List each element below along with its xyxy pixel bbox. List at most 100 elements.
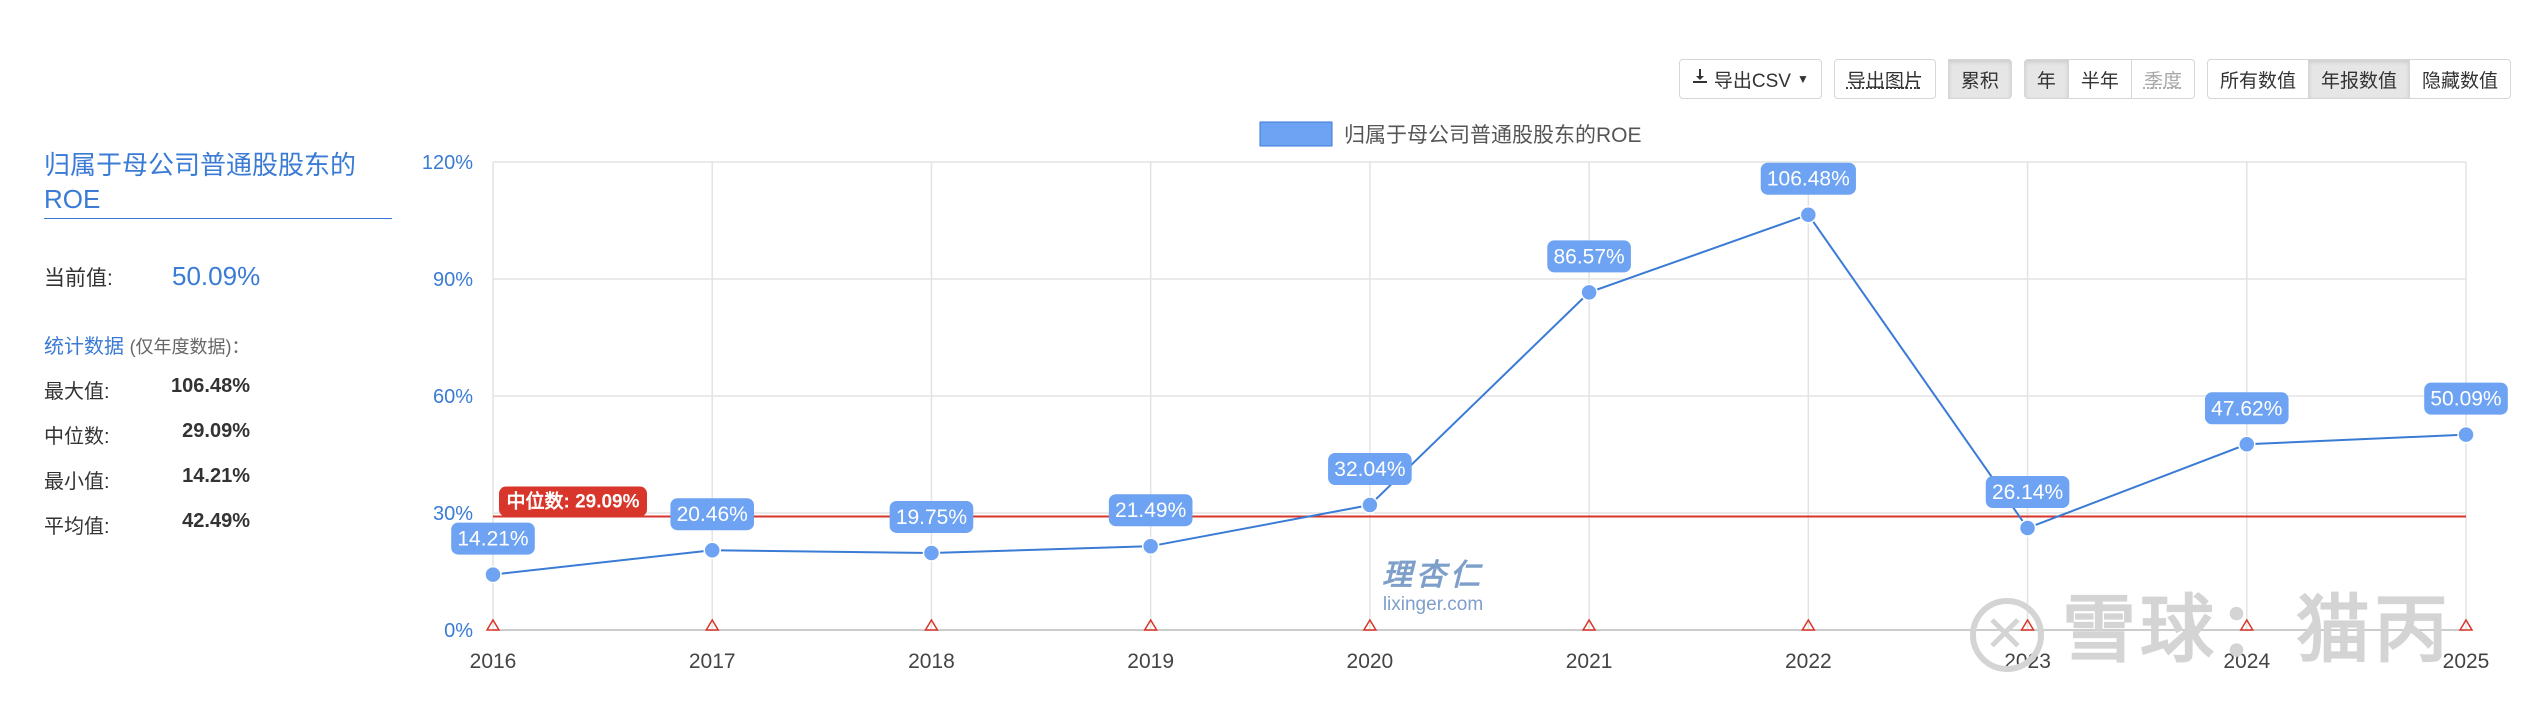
stat-median-value: 29.09% [182, 420, 250, 442]
y-tick-label: 60% [433, 386, 473, 408]
median-label: 中位数: 29.09% [506, 490, 639, 513]
data-point [2457, 425, 2475, 444]
export-image-label: 导出图片 [1846, 70, 1923, 92]
period-marker-triangle [1801, 618, 1816, 631]
data-point [1580, 283, 1598, 302]
lixinger-cn: 理杏仁 [1382, 559, 1484, 592]
values-group: 所有数值 年报数值 隐藏数值 [2206, 59, 2511, 99]
stat-median-label: 中位数: [44, 426, 110, 448]
data-point [2018, 519, 2037, 537]
stat-max: 最大值: 106.48% [44, 375, 392, 404]
data-label: 14.21% [457, 528, 528, 551]
period-group: 年 半年 季度 [2023, 59, 2195, 99]
data-label-bg [2424, 382, 2508, 415]
data-point [922, 544, 941, 562]
period-halfyear-button[interactable]: 半年 [2068, 59, 2132, 99]
data-point [1361, 496, 1379, 514]
export-csv-button[interactable]: 导出CSV ▼ [1678, 59, 1822, 99]
export-image-button[interactable]: 导出图片 [1833, 59, 1936, 99]
roe-line-chart: 0% 30% 60% 90% 120% 2016 2017 2018 2019 2020 2021 2… [422, 121, 2508, 673]
all-values-label: 所有数值 [2219, 70, 2296, 92]
metric-title[interactable]: 归属于母公司普通股股东的ROE [44, 148, 392, 219]
data-label: 19.75% [896, 506, 967, 529]
data-label: 47.62% [2211, 397, 2282, 420]
x-tick-label: 2017 [689, 650, 736, 673]
data-point [2238, 435, 2256, 454]
x-tick-label: 2020 [1347, 650, 1394, 673]
data-point [1141, 537, 1160, 555]
data-point [703, 541, 721, 559]
lixinger-watermark: 理杏仁 lixinger.com [1382, 550, 1484, 616]
data-point [1799, 205, 1818, 224]
stat-mean: 平均值: 42.49% [44, 510, 392, 539]
stat-max-label: 最大值: [44, 381, 110, 403]
data-label-bg [1328, 453, 1412, 486]
period-year-label: 年 [2036, 70, 2056, 92]
data-label: 20.46% [677, 503, 748, 526]
data-label-bg [889, 500, 974, 533]
stat-min-value: 14.21% [182, 465, 250, 487]
data-label-bg [670, 498, 755, 531]
export-csv-label: 导出CSV [1713, 70, 1791, 92]
stat-mean-label: 平均值: [44, 516, 110, 538]
stat-min: 最小值: 14.21% [44, 465, 392, 494]
current-value-row: 当前值: 50.09% [44, 261, 392, 292]
y-tick-label: 120% [422, 152, 473, 174]
stat-min-label: 最小值: [44, 471, 110, 493]
cumulative-button[interactable]: 累积 [1947, 59, 2012, 99]
x-tick-label: 2019 [1127, 650, 1174, 673]
chart-toolbar: 导出CSV ▼ 导出图片 累积 年 半年 季度 所有数值 年报数值 隐藏数值 [1678, 58, 2511, 100]
hide-values-label: 隐藏数值 [2421, 70, 2498, 92]
data-label-bg [451, 522, 535, 555]
stat-median: 中位数: 29.09% [44, 420, 392, 449]
caret-down-icon: ▼ [1796, 72, 1809, 86]
period-marker-triangle [924, 618, 939, 631]
period-halfyear-label: 半年 [2080, 70, 2119, 92]
period-marker-triangle [1143, 618, 1158, 631]
period-marker-triangle [1581, 618, 1597, 631]
median-label-bg [499, 486, 647, 517]
data-label-bg [2204, 392, 2289, 425]
stats-link[interactable]: 统计数据 [44, 336, 124, 358]
period-marker-triangle [485, 618, 501, 631]
period-marker-triangle [2458, 618, 2474, 631]
x-tick-label: 2025 [2443, 650, 2490, 673]
annual-values-button[interactable]: 年报数值 [2308, 59, 2410, 99]
x-tick-label: 2022 [1785, 650, 1832, 673]
data-label: 50.09% [2430, 388, 2501, 411]
data-label-bg [1760, 162, 1856, 195]
all-values-button[interactable]: 所有数值 [2206, 59, 2309, 99]
hide-values-button[interactable]: 隐藏数值 [2409, 59, 2511, 99]
y-tick-label: 30% [433, 503, 473, 525]
lixinger-en: lixinger.com [1382, 594, 1484, 615]
data-label: 32.04% [1334, 458, 1405, 481]
xueqiu-text: 雪球：猫丙 [2062, 588, 2452, 671]
data-point [484, 565, 502, 584]
y-tick-label: 90% [433, 269, 473, 291]
x-tick-label: 2024 [2223, 650, 2270, 673]
data-label-bg [1985, 476, 2070, 509]
data-label: 106.48% [1767, 168, 1850, 191]
period-marker-triangle [2239, 618, 2255, 631]
stats-header: 统计数据 (仅年度数据)： [44, 330, 392, 359]
x-tick-label: 2021 [1566, 650, 1613, 673]
xueqiu-logo-icon: ✕ [1970, 598, 2044, 673]
annual-values-label: 年报数值 [2320, 70, 2397, 92]
cumulative-label: 累积 [1960, 70, 1999, 92]
y-tick-label: 0% [444, 620, 473, 642]
data-label: 26.14% [1992, 481, 2063, 504]
metric-side-panel: 归属于母公司普通股股东的ROE 当前值: 50.09% 统计数据 (仅年度数据)… [44, 148, 392, 539]
period-quarter-label: 季度 [2143, 70, 2182, 92]
cumulative-group: 累积 [1947, 59, 2012, 99]
period-year-button[interactable]: 年 [2023, 59, 2069, 99]
download-icon [1692, 68, 1708, 90]
current-value: 50.09% [172, 261, 261, 291]
data-label: 21.49% [1115, 499, 1186, 522]
xueqiu-watermark: ✕ 雪球：猫丙 [1970, 570, 2452, 677]
stats-note: (仅年度数据)： [129, 337, 250, 357]
data-label-bg [1547, 240, 1631, 273]
legend-swatch [1259, 121, 1333, 147]
stat-max-value: 106.48% [171, 375, 250, 397]
current-value-label: 当前值: [44, 266, 113, 290]
period-quarter-button[interactable]: 季度 [2131, 59, 2195, 99]
